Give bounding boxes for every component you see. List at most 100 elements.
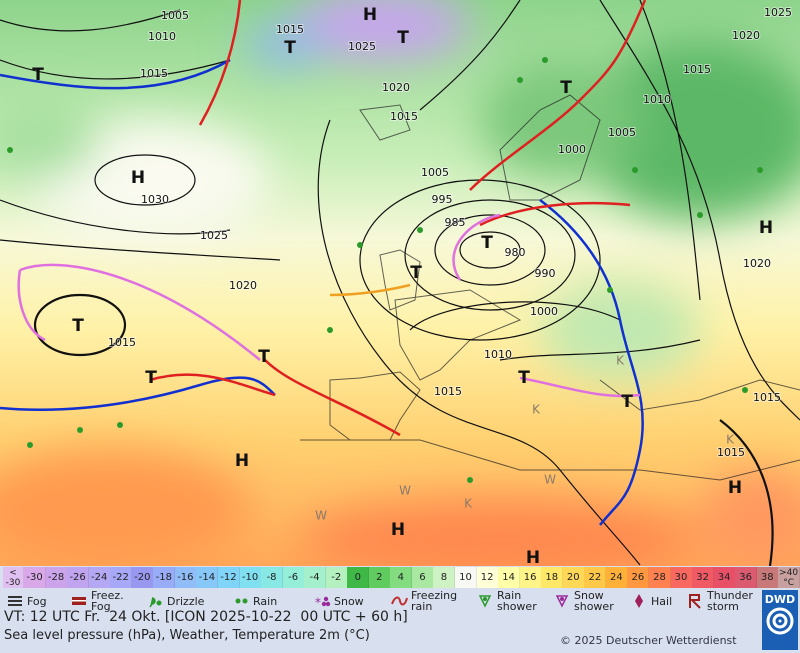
- legend-item: Fog: [6, 589, 47, 613]
- legend-item: Freezing rain: [390, 589, 457, 613]
- legend-panel: < -30 -30 -28 -26 -24 -22 -20 -18 -16 -14 -12 -10 -8-…: [0, 566, 800, 653]
- fronts: [0, 0, 647, 526]
- dwd-logo: DWD: [762, 590, 798, 650]
- scale-cell: 10: [455, 567, 478, 588]
- pressure-center: T: [258, 347, 270, 367]
- scale-high-label: >40: [779, 568, 799, 578]
- scale-cell: -24: [88, 567, 111, 588]
- scale-cell: -20: [131, 567, 154, 588]
- scale-cell: -8: [261, 567, 284, 588]
- legend-item: Snow shower: [553, 589, 614, 613]
- scale-cell: 14: [498, 567, 521, 588]
- scale-cell: 0: [347, 567, 370, 588]
- scale-low-label: <: [9, 568, 17, 578]
- pressure-center: H: [526, 548, 540, 566]
- scale-cell: -28: [45, 567, 68, 588]
- scale-cell: -22: [110, 567, 133, 588]
- isobar-label: 980: [505, 246, 526, 259]
- pressure-center: T: [410, 263, 422, 283]
- isobar-label: 1025: [200, 229, 228, 242]
- scale-low: < -30: [3, 567, 24, 588]
- scale-cell: -16: [174, 567, 197, 588]
- legend-text: Hail: [651, 596, 672, 607]
- scale-cell: 22: [584, 567, 607, 588]
- scale-cell: 34: [713, 567, 736, 588]
- legend-text: Snow: [334, 596, 364, 607]
- legend-item: Drizzle: [146, 589, 204, 613]
- legend-text: Rain shower: [497, 590, 537, 612]
- legend-text: Drizzle: [167, 596, 204, 607]
- legend-text: Thunder storm: [707, 590, 753, 612]
- legend-label: Drizzle: [167, 594, 205, 608]
- isobar-label: 995: [432, 193, 453, 206]
- temperature-blobs: [0, 0, 800, 566]
- legend-label: Freezing: [411, 589, 458, 602]
- scale-cell: -2: [325, 567, 348, 588]
- pressure-center: T: [284, 38, 296, 58]
- isobar-label: 1020: [732, 29, 760, 42]
- scale-low-label: -30: [5, 578, 21, 588]
- scale-cell: -12: [217, 567, 240, 588]
- logo-mark: [766, 607, 794, 635]
- scale-cell: 4: [390, 567, 413, 588]
- legend-label: Thunder: [707, 589, 753, 602]
- pressure-center: T: [72, 316, 84, 336]
- airmass-label: K: [464, 497, 473, 511]
- scale-cell: 16: [519, 567, 542, 588]
- airmass-label: K: [616, 354, 625, 368]
- pressure-center: T: [560, 78, 572, 98]
- legend-item: Rain shower: [476, 589, 537, 613]
- scale-cell: 30: [670, 567, 693, 588]
- scale-cell: 2: [368, 567, 391, 588]
- airmass-label: W: [399, 484, 411, 498]
- isobar-label: 1015: [108, 336, 136, 349]
- legend-icon: *: [315, 596, 331, 610]
- airmass-label: K: [532, 403, 541, 417]
- isobar-label: 1015: [753, 391, 781, 404]
- isobar-label: 1010: [643, 93, 671, 106]
- legend-icon: [391, 596, 408, 606]
- legend-label: shower: [574, 600, 614, 613]
- isobar-label: 1005: [161, 9, 189, 22]
- isobar-label: 990: [535, 267, 556, 280]
- scale-high: >40 °C: [778, 567, 800, 588]
- legend-icon: [235, 598, 248, 604]
- legend-label: Freez.: [91, 589, 124, 602]
- scale-cell: -14: [196, 567, 219, 588]
- scale-cell: -26: [67, 567, 90, 588]
- pressure-center: H: [363, 5, 377, 25]
- isobars: [0, 0, 800, 566]
- weather-symbols: [7, 57, 763, 483]
- pressure-center: T: [621, 392, 633, 412]
- legend-icon: [478, 595, 492, 608]
- isobar-label: 1015: [434, 385, 462, 398]
- scale-cell: -18: [153, 567, 176, 588]
- airmass-label: K: [726, 433, 735, 447]
- legend-item: * Snow: [313, 589, 364, 613]
- legend-label: storm: [707, 600, 739, 613]
- scale-cell: 32: [692, 567, 715, 588]
- description: Sea level pressure (hPa), Weather, Tempe…: [4, 628, 370, 643]
- legend-label: rain: [411, 600, 433, 613]
- pressure-center: T: [32, 65, 44, 85]
- scale-cell: 36: [735, 567, 758, 588]
- legend-icon: [149, 597, 162, 608]
- pressure-center: H: [728, 478, 742, 498]
- legend-icon: [555, 595, 569, 608]
- scale-cell: 6: [411, 567, 434, 588]
- legend-item: Rain: [232, 589, 277, 613]
- svg-text:*: *: [315, 596, 321, 610]
- isobar-label: 1000: [530, 305, 558, 318]
- isobar-label: 985: [445, 216, 466, 229]
- legend-icon: [72, 597, 86, 605]
- legend-text: Snow shower: [574, 590, 614, 612]
- legend-text: Freezing rain: [411, 590, 457, 612]
- scale-cell: -4: [304, 567, 327, 588]
- coastlines: [300, 94, 800, 481]
- isobar-label: 1020: [743, 257, 771, 270]
- legend-label: Fog: [27, 594, 47, 608]
- scale-cell: 24: [605, 567, 628, 588]
- legend-label: Snow: [334, 594, 364, 608]
- legend-item: Freez. Fog: [70, 589, 124, 613]
